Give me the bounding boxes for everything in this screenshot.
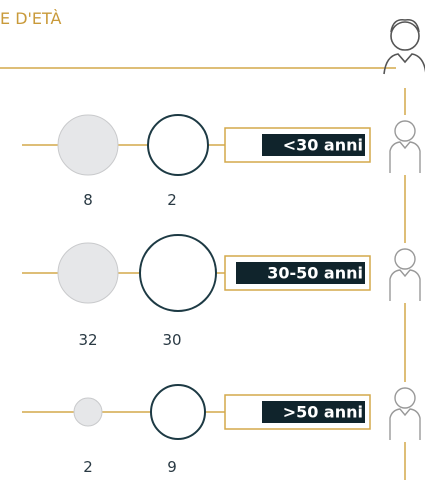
person-icon [388, 115, 422, 175]
circle-a [73, 397, 103, 427]
label: <30 anni [283, 136, 363, 155]
value-b: 30 [162, 331, 181, 349]
label-bg [236, 262, 365, 284]
person-icon [388, 382, 422, 442]
icon-header [383, 18, 425, 75]
label: 30-50 anni [267, 264, 363, 283]
circle-b [147, 114, 209, 176]
icon-body [389, 141, 421, 173]
label-bg [262, 134, 365, 156]
icon-head [394, 248, 416, 270]
title: E D'ETÀ [0, 9, 62, 28]
value-a: 2 [83, 458, 93, 476]
value-a: 32 [78, 331, 97, 349]
value-b: 2 [167, 191, 177, 209]
circle-b [150, 384, 206, 440]
label-bg [262, 401, 365, 423]
person-icon [388, 243, 422, 303]
circle-a [57, 114, 119, 176]
icon-head [394, 120, 416, 142]
icon-body [389, 269, 421, 301]
circle-a [57, 242, 119, 304]
value-a: 8 [83, 191, 93, 209]
icon-head [394, 387, 416, 409]
circle-b [139, 234, 217, 312]
value-b: 9 [167, 458, 177, 476]
rows: <30 anni 8 2 30-50 anni 32 30 >50 anni 2 9 [22, 114, 422, 476]
label: >50 anni [283, 403, 363, 422]
icon-body [389, 408, 421, 440]
